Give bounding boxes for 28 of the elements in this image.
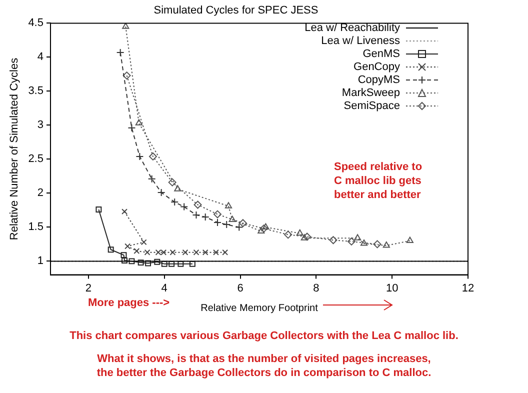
y-tick-label: 4.5: [28, 17, 44, 30]
x-tick-label: 10: [386, 282, 398, 294]
y-tick-label: 2.5: [28, 153, 44, 166]
x-tick-label: 2: [85, 282, 92, 294]
legend-label: SemiSpace: [342, 100, 401, 113]
y-tick-label: 3: [37, 119, 44, 132]
x-axis-title: Relative Memory Footprint: [200, 302, 318, 314]
x-tick-label: 6: [237, 282, 244, 294]
legend-label: GenMS: [362, 48, 401, 61]
y-tick-label: 2: [37, 187, 44, 200]
legend-label: GenCopy: [352, 61, 401, 74]
y-tick-label: 1: [37, 255, 44, 268]
annotation: Speed relative to C malloc lib gets better and better: [334, 160, 424, 202]
x-tick-label: 8: [313, 282, 320, 294]
y-tick-label: 1.5: [28, 221, 44, 234]
legend-label: Lea w/ Reachability: [304, 22, 401, 35]
y-axis-title: Relative Number of Simulated Cycles: [8, 57, 21, 240]
chart-title: Simulated Cycles for SPEC JESS: [154, 4, 318, 17]
text: This chart compares various Garbage Collectors with the Lea C malloc lib.: [68, 330, 460, 342]
legend-label: CopyMS: [356, 74, 401, 87]
text: What it shows, is that as the number of visited pages increases, the better the Garbage Collectors do in comparison to C malloc.: [96, 352, 432, 380]
x-tick-label: 4: [161, 282, 168, 294]
legend-label: MarkSweep: [340, 87, 401, 100]
legend-label: Lea w/ Liveness: [320, 35, 401, 48]
y-tick-label: 4: [37, 51, 44, 64]
x-tick-label: 12: [462, 282, 474, 294]
y-tick-label: 3.5: [28, 85, 44, 98]
text: More pages --->: [88, 297, 170, 309]
